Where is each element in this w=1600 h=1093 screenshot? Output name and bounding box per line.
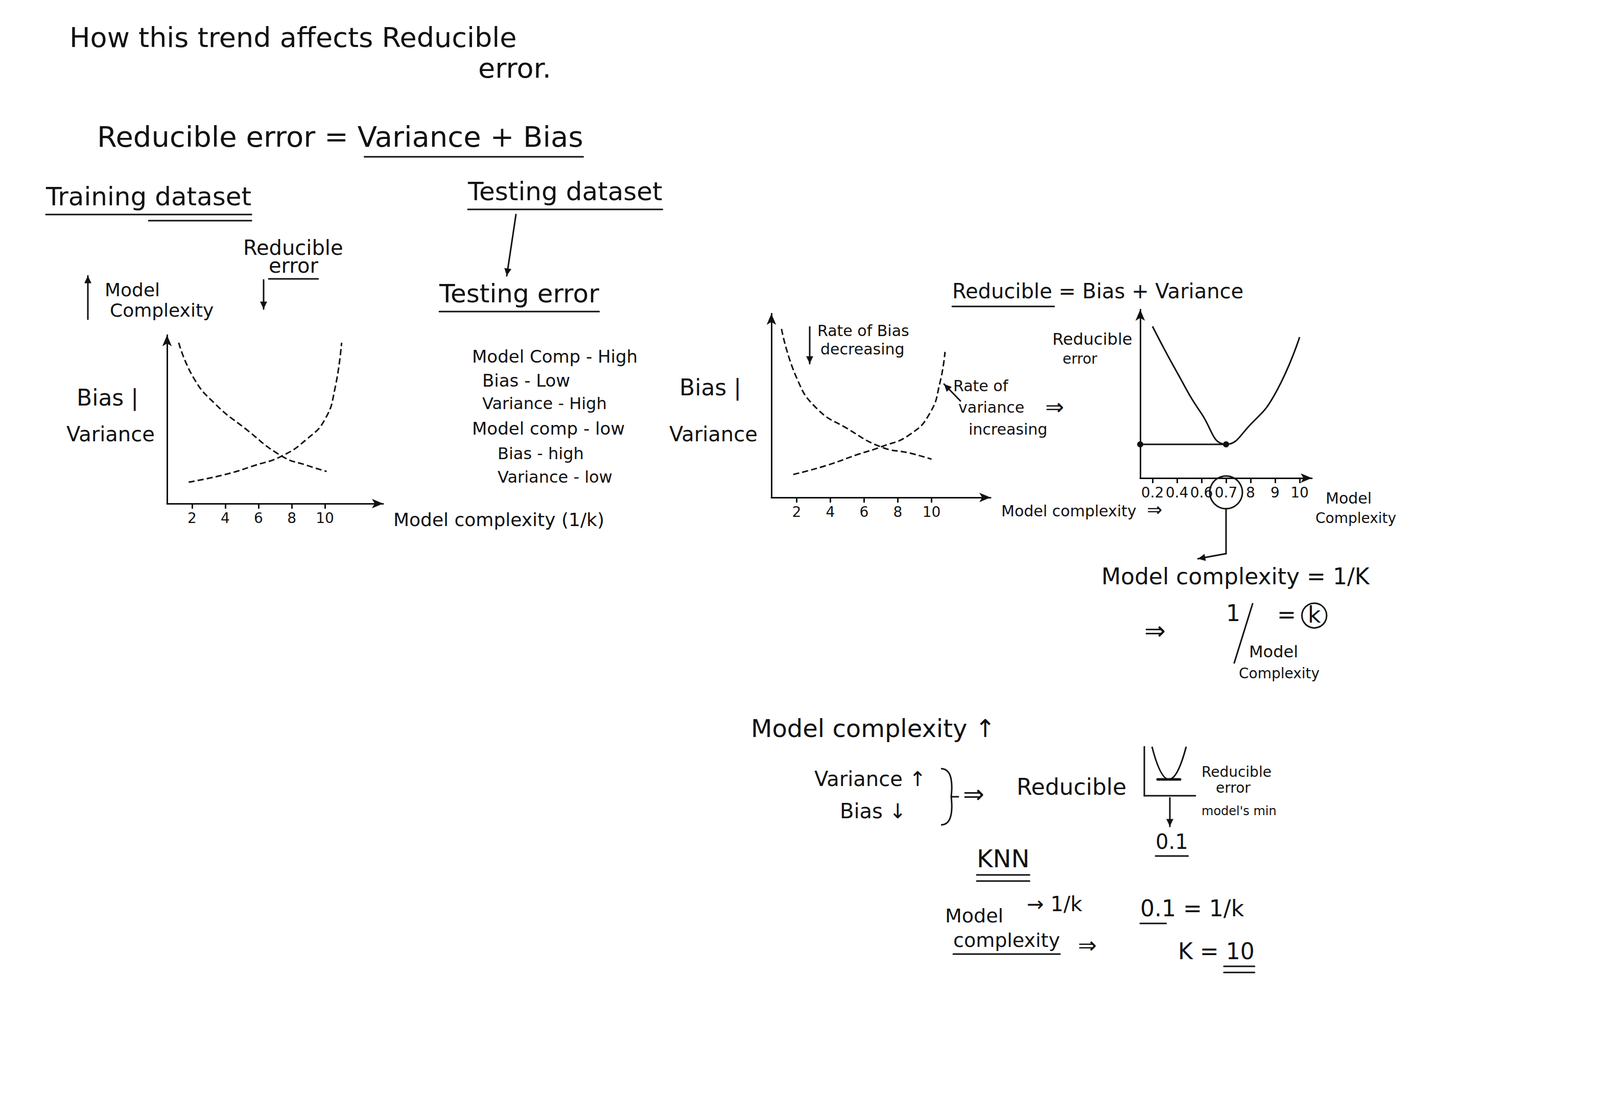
- svg-text:Model complexity = 1/K: Model complexity = 1/K: [1101, 563, 1371, 590]
- svg-text:2: 2: [187, 509, 197, 527]
- svg-text:Reducible: Reducible: [1016, 773, 1127, 800]
- svg-text:4: 4: [826, 503, 836, 521]
- svg-text:0.6: 0.6: [1190, 484, 1213, 501]
- svg-text:Complexity: Complexity: [1238, 665, 1320, 682]
- svg-text:0.7: 0.7: [1214, 484, 1238, 502]
- svg-text:Reducible = Bias + Variance: Reducible = Bias + Variance: [952, 279, 1244, 303]
- svg-text:Model: Model: [104, 279, 160, 301]
- svg-text:Complexity: Complexity: [109, 299, 214, 321]
- svg-text:error: error: [268, 253, 319, 278]
- svg-text:⇒: ⇒: [962, 779, 985, 810]
- svg-text:error: error: [1215, 779, 1251, 797]
- svg-text:Variance - low: Variance - low: [497, 467, 613, 487]
- svg-text:How this trend affects Reducib: How this trend affects Reducible: [69, 21, 517, 54]
- svg-text:6: 6: [859, 503, 869, 521]
- svg-text:K = 10: K = 10: [1178, 938, 1255, 965]
- svg-text:decreasing: decreasing: [820, 340, 905, 359]
- svg-text:10: 10: [1290, 484, 1309, 502]
- svg-text:Model: Model: [1325, 489, 1372, 508]
- svg-text:0.2: 0.2: [1141, 484, 1164, 501]
- svg-text:Bias - Low: Bias - Low: [482, 370, 571, 391]
- svg-text:Training dataset: Training dataset: [45, 181, 252, 212]
- svg-text:k: k: [1307, 601, 1322, 628]
- svg-text:Variance ↑: Variance ↑: [814, 767, 927, 791]
- svg-text:KNN: KNN: [976, 844, 1030, 874]
- svg-text:⇒: ⇒: [1144, 616, 1166, 646]
- svg-text:⇒: ⇒: [1077, 932, 1097, 959]
- svg-text:error: error: [1062, 350, 1098, 368]
- svg-text:⇒: ⇒: [1045, 393, 1065, 420]
- svg-text:Bias ↓: Bias ↓: [839, 799, 907, 823]
- svg-text:Model complexity (1/k): Model complexity (1/k): [393, 509, 605, 531]
- svg-text:Variance - High: Variance - High: [482, 393, 607, 414]
- svg-text:Variance: Variance: [669, 422, 758, 446]
- svg-text:⇒: ⇒: [1146, 499, 1163, 521]
- svg-text:8: 8: [893, 503, 903, 521]
- svg-text:Bias |: Bias |: [679, 374, 742, 402]
- svg-text:Testing dataset: Testing dataset: [467, 176, 663, 207]
- svg-text:Reducible: Reducible: [1201, 763, 1272, 781]
- svg-text:Reducible: Reducible: [1052, 329, 1133, 349]
- svg-text:6: 6: [253, 509, 264, 527]
- svg-text:Rate of: Rate of: [953, 377, 1009, 395]
- svg-text:Model: Model: [945, 904, 1004, 928]
- svg-text:Bias - high: Bias - high: [497, 443, 584, 464]
- svg-text:complexity: complexity: [953, 929, 1061, 952]
- svg-text:10: 10: [315, 509, 335, 527]
- svg-text:model's min: model's min: [1201, 804, 1277, 819]
- svg-text:error.: error.: [478, 52, 552, 85]
- svg-text:8: 8: [287, 509, 297, 527]
- svg-text:Testing error: Testing error: [438, 278, 600, 309]
- svg-text:Reducible: Reducible: [243, 236, 344, 260]
- svg-text:0.4: 0.4: [1165, 484, 1189, 502]
- svg-text:4: 4: [220, 509, 230, 527]
- svg-text:Rate of Bias: Rate of Bias: [817, 321, 910, 340]
- svg-text:=: =: [1277, 601, 1297, 628]
- svg-text:Complexity: Complexity: [1315, 509, 1397, 527]
- svg-text:8: 8: [1245, 484, 1256, 502]
- svg-text:10: 10: [922, 503, 941, 521]
- svg-text:Model complexity: Model complexity: [1001, 502, 1137, 521]
- svg-text:→ 1/k: → 1/k: [1026, 892, 1083, 916]
- svg-text:Bias |: Bias |: [76, 384, 139, 412]
- svg-text:increasing: increasing: [968, 420, 1048, 439]
- svg-text:variance: variance: [958, 398, 1025, 417]
- svg-text:Reducible error = Variance + B: Reducible error = Variance + Bias: [97, 120, 584, 154]
- svg-text:Model: Model: [1249, 642, 1299, 662]
- svg-text:Model Comp - High: Model Comp - High: [472, 346, 638, 367]
- svg-text:Variance: Variance: [66, 422, 155, 446]
- svg-text:Model comp - low: Model comp - low: [472, 418, 625, 439]
- svg-text:1: 1: [1226, 600, 1241, 627]
- svg-text:0.1 = 1/k: 0.1 = 1/k: [1140, 895, 1245, 922]
- svg-text:9: 9: [1270, 484, 1280, 502]
- svg-text:2: 2: [792, 503, 802, 521]
- svg-text:Model complexity ↑: Model complexity ↑: [750, 714, 996, 743]
- svg-text:0.1: 0.1: [1155, 830, 1189, 854]
